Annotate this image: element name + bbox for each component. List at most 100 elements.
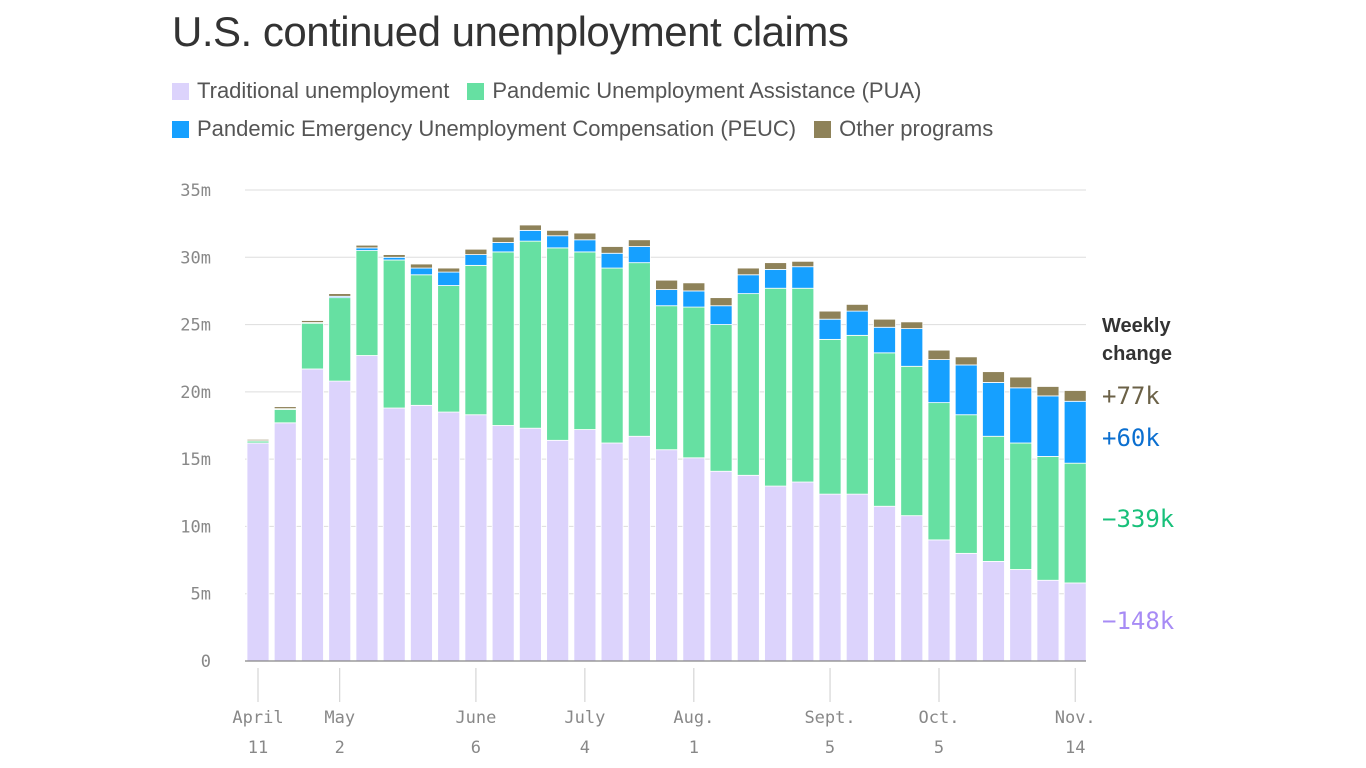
bar-segment-other — [900, 321, 924, 330]
y-tick-label: 5m — [191, 585, 211, 605]
bar-segment-pua — [1009, 442, 1033, 570]
x-tick-day: 2 — [335, 738, 345, 758]
bar-segment-pua — [1063, 462, 1087, 584]
bar-segment-traditional — [600, 442, 624, 662]
bar-segment-pua — [655, 305, 678, 451]
bar-segment-pua — [954, 414, 978, 554]
bar-segment-peuc — [682, 290, 706, 308]
bar-segment-pua — [818, 338, 842, 495]
bar-segment-pua — [900, 365, 924, 517]
y-tick-label: 25m — [180, 316, 211, 336]
x-tick-day: 6 — [471, 738, 481, 758]
bar-segment-other — [954, 356, 978, 366]
bar-segment-traditional — [845, 493, 869, 662]
legend-label: Other programs — [839, 116, 994, 141]
x-tick-day: 4 — [580, 738, 590, 758]
bar-segment-other — [709, 297, 733, 307]
x-tick-month: June — [455, 708, 496, 728]
bar-segment-pua — [845, 334, 869, 495]
x-tick-day: 5 — [825, 738, 835, 758]
legend-item-other: Other programs — [814, 116, 993, 142]
legend-swatch — [814, 120, 832, 138]
y-tick-label: 15m — [180, 450, 211, 470]
bar-segment-pua — [682, 306, 706, 459]
bar-segment-traditional — [736, 474, 760, 662]
bar-segment-pua — [382, 259, 406, 409]
bar-segment-peuc — [764, 268, 787, 289]
bar-segment-traditional — [709, 470, 733, 662]
bar-segment-peuc — [410, 267, 433, 276]
bar-segment-pua — [273, 408, 297, 424]
bar-segment-other — [382, 254, 406, 258]
bar-segment-peuc — [519, 229, 542, 242]
x-tick-month: May — [324, 708, 355, 728]
bar-segment-traditional — [655, 449, 678, 662]
x-tick-day: 5 — [934, 738, 944, 758]
bar-segment-traditional — [900, 515, 924, 662]
bar-segment-traditional — [546, 439, 570, 662]
chart-title: U.S. continued unemployment claims — [172, 8, 849, 55]
bar-segment-peuc — [464, 254, 488, 266]
bar-segment-pua — [982, 435, 1005, 562]
bar-segment-peuc — [491, 242, 515, 253]
bar-segment-traditional — [682, 457, 706, 662]
weekly-change-title: Weekly change — [1102, 315, 1173, 365]
bar-segment-other — [301, 320, 324, 323]
bar-segment-pua — [437, 285, 461, 413]
bar-segment-other — [655, 279, 678, 290]
bar-segment-traditional — [273, 422, 297, 662]
bar-segment-pua — [791, 287, 815, 483]
bar-segment-pua — [1036, 456, 1060, 581]
bar-segment-traditional — [328, 380, 352, 662]
bar-segment-traditional — [246, 442, 270, 662]
bar-segment-other — [982, 371, 1005, 383]
bar-segment-peuc — [600, 252, 624, 269]
y-tick-label: 10m — [180, 517, 211, 537]
bar-segment-other — [627, 239, 651, 247]
bar-segment-peuc — [709, 305, 733, 325]
bar-segment-traditional — [382, 407, 406, 662]
bar-segment-pua — [873, 352, 896, 507]
bar-segment-pua — [764, 287, 787, 487]
bar-segment-pua — [410, 274, 433, 406]
bar-segment-peuc — [382, 256, 406, 261]
bar-segment-other — [873, 318, 896, 328]
bar-segment-other — [546, 229, 570, 237]
bar-segment-other — [464, 248, 488, 255]
y-tick-label: 0 — [201, 652, 211, 672]
x-tick-month: Sept. — [804, 708, 855, 728]
bar-segment-other — [437, 267, 461, 273]
bar-segment-peuc — [573, 239, 597, 253]
bar-segment-traditional — [491, 425, 515, 662]
bar-segment-peuc — [546, 235, 570, 249]
legend-swatch — [172, 120, 189, 138]
bar-segment-peuc — [736, 274, 760, 295]
bar-segment-peuc — [1009, 387, 1033, 444]
y-tick-label: 20m — [180, 383, 211, 403]
bar-segment-other — [491, 236, 515, 243]
bar-segment-traditional — [627, 435, 651, 662]
bar-segment-peuc — [1036, 395, 1060, 457]
bar-segment-traditional — [818, 493, 842, 662]
bar-segment-traditional — [1063, 582, 1087, 662]
legend-row-1: Traditional unemployment Pandemic Unempl… — [172, 78, 921, 104]
bar-segment-other — [1063, 390, 1087, 402]
legend-item-peuc: Pandemic Emergency Unemployment Compensa… — [172, 116, 796, 142]
bar-segment-peuc — [982, 382, 1005, 437]
bar-segment-pua — [709, 324, 733, 472]
bar-segment-other — [600, 246, 624, 254]
bar-segment-other — [927, 349, 951, 360]
bar-segment-traditional — [573, 429, 597, 662]
legend-item-traditional: Traditional unemployment — [172, 78, 449, 104]
bar-segment-peuc — [1063, 400, 1087, 464]
bar-segment-other — [328, 293, 352, 297]
bar-segment-peuc — [437, 271, 461, 286]
bar-segment-peuc — [818, 318, 842, 340]
bar-segment-pua — [573, 251, 597, 430]
bar-segment-pua — [736, 293, 760, 476]
bar-segment-other — [682, 282, 706, 292]
y-tick-label: 35m — [180, 181, 211, 201]
change-peuc: +60k — [1102, 424, 1160, 452]
x-tick-month: Oct. — [919, 708, 960, 728]
change-traditional: −148k — [1102, 607, 1175, 635]
